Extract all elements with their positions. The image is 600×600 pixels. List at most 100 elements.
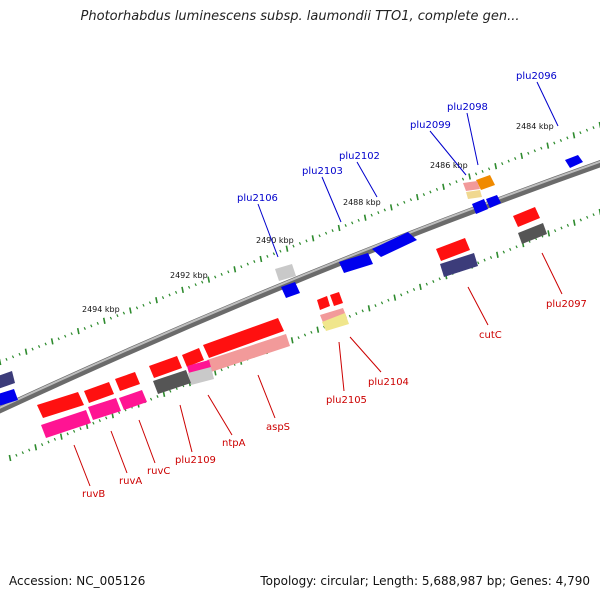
gene-glyph[interactable] <box>330 292 343 306</box>
scale-minor-tick <box>438 277 441 281</box>
gene-label-ruvA[interactable]: ruvA <box>119 476 142 487</box>
scale-minor-tick <box>272 252 276 256</box>
gene-glyph[interactable] <box>207 334 290 372</box>
gene-glyph-plu2096[interactable] <box>565 155 583 168</box>
gene-glyph-ruvB[interactable] <box>37 392 84 418</box>
gene-glyph-plu2097[interactable] <box>513 207 540 227</box>
gene-glyph-plu2102[interactable] <box>372 232 417 257</box>
gene-label-plu2099[interactable]: plu2099 <box>410 120 451 131</box>
scale-minor-tick <box>169 389 172 393</box>
gene-label-ntpA[interactable]: ntpA <box>222 438 246 449</box>
scale-label: 2490 kbp <box>256 236 294 245</box>
gene-label-ruvB[interactable]: ruvB <box>82 489 105 500</box>
gene-glyph-aspS[interactable] <box>203 318 284 358</box>
scale-minor-tick <box>344 224 347 227</box>
scale-minor-tick <box>380 301 384 305</box>
scale-major-tick <box>311 235 315 242</box>
gene-glyph[interactable] <box>466 190 482 199</box>
scale-major-tick <box>59 433 63 440</box>
scale-minor-tick <box>387 298 390 302</box>
gene-glyph-ruvC[interactable] <box>115 372 140 391</box>
topology-text: Topology: circular; Length: 5,688,987 bp… <box>260 574 590 588</box>
scale-minor-tick <box>560 226 563 230</box>
gene-glyph-plu2109[interactable] <box>149 356 182 378</box>
gene-label-plu2096[interactable]: plu2096 <box>516 71 557 82</box>
scale-minor-tick <box>585 128 589 132</box>
gene-glyph[interactable] <box>518 223 547 244</box>
gene-glyph[interactable] <box>88 398 121 420</box>
scale-minor-tick <box>92 421 95 425</box>
scale-minor-tick <box>559 139 563 142</box>
gene-label-plu2109[interactable]: plu2109 <box>175 455 216 466</box>
scale-major-tick <box>34 444 38 451</box>
scale-minor-tick <box>502 250 505 254</box>
scale-minor-tick <box>292 244 295 248</box>
scale-minor-tick <box>400 293 403 297</box>
gene-glyph-ruvA[interactable] <box>84 382 114 403</box>
scale-minor-tick <box>331 229 334 233</box>
scale-minor-tick <box>47 440 50 444</box>
scale-minor-tick <box>305 239 308 243</box>
gene-label-aspS[interactable]: aspS <box>266 422 290 433</box>
label-leader <box>257 374 276 419</box>
scale-minor-tick <box>435 187 439 191</box>
gene-label-plu2104[interactable]: plu2104 <box>368 377 409 388</box>
scale-minor-tick <box>507 159 510 163</box>
scale-minor-tick <box>540 146 543 150</box>
gene-glyph[interactable] <box>317 296 330 310</box>
gene-glyph[interactable] <box>486 195 501 208</box>
scale-minor-tick <box>72 429 76 433</box>
scale-minor-tick <box>514 157 517 160</box>
gene-label-plu2097[interactable]: plu2097 <box>546 299 587 310</box>
scale-major-tick <box>102 317 106 324</box>
gene-glyph[interactable] <box>440 253 478 277</box>
scale-minor-tick <box>553 229 557 233</box>
scale-minor-tick <box>406 290 409 294</box>
scale-major-tick <box>233 266 237 273</box>
gene-glyph-plu2103[interactable] <box>339 253 373 273</box>
gene-glyph[interactable] <box>188 367 214 385</box>
scale-minor-tick <box>592 126 595 130</box>
scale-label: 2492 kbp <box>170 271 208 280</box>
scale-minor-tick <box>489 256 493 259</box>
gene-label-plu2106[interactable]: plu2106 <box>237 193 278 204</box>
gene-glyph[interactable] <box>41 410 91 438</box>
gene-glyph[interactable] <box>463 181 480 191</box>
gene-glyph[interactable] <box>0 389 18 406</box>
scale-major-tick <box>419 283 422 291</box>
scale-major-tick <box>572 219 576 226</box>
gene-glyph[interactable] <box>275 264 296 281</box>
scale-minor-tick <box>348 314 352 318</box>
scale-minor-tick <box>318 234 321 238</box>
scale-minor-tick <box>448 182 452 186</box>
gene-label-plu2102[interactable]: plu2102 <box>339 151 380 162</box>
gene-glyph-plu2099[interactable] <box>472 199 488 214</box>
scale-minor-tick <box>66 432 69 436</box>
gene-glyph[interactable] <box>119 390 147 410</box>
gene-glyph-cutC[interactable] <box>436 238 470 261</box>
gene-label-ruvC[interactable]: ruvC <box>147 466 170 477</box>
scale-minor-tick <box>109 316 113 320</box>
label-leader <box>179 404 193 453</box>
scale-minor-tick <box>116 314 119 318</box>
gene-glyph-ntpA[interactable] <box>182 348 204 367</box>
gene-label-plu2098[interactable]: plu2098 <box>447 102 488 113</box>
label-leader <box>207 394 233 436</box>
scale-minor-tick <box>156 395 159 398</box>
gene-glyph[interactable] <box>153 370 191 394</box>
gene-label-plu2103[interactable]: plu2103 <box>302 166 343 177</box>
lower-scale-track <box>8 208 600 462</box>
gene-glyph-plu2106[interactable] <box>281 282 300 298</box>
scale-minor-tick <box>122 311 126 315</box>
scale-minor-tick <box>422 193 426 197</box>
scale-minor-tick <box>357 218 360 222</box>
gene-glyph-plu2098[interactable] <box>476 175 495 190</box>
gene-glyph[interactable] <box>0 371 15 389</box>
scale-minor-tick <box>515 245 518 249</box>
gene-label-cutC[interactable]: cutC <box>479 330 502 341</box>
gene-label-plu2105[interactable]: plu2105 <box>326 395 367 406</box>
gene-glyph-plu2105[interactable] <box>322 313 349 331</box>
scale-minor-tick <box>432 280 435 283</box>
scale-minor-tick <box>533 149 536 153</box>
scale-major-tick <box>547 230 551 237</box>
